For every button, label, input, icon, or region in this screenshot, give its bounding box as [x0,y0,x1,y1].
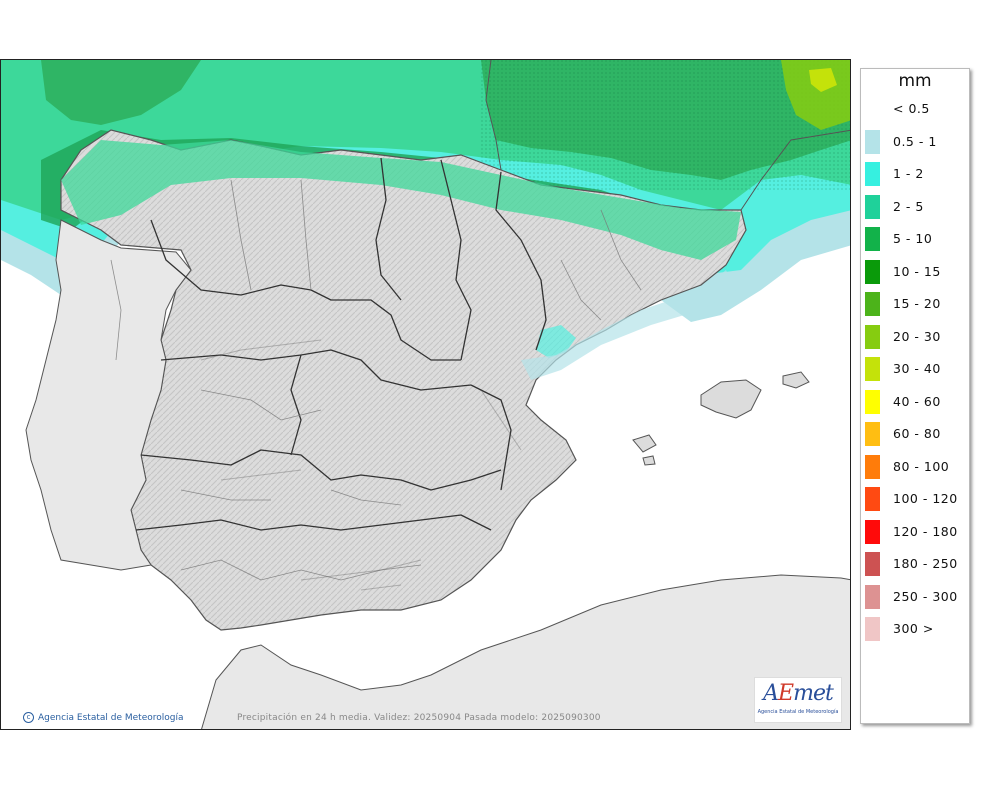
legend-label: 15 - 20 [893,296,941,311]
legend-label: 2 - 5 [893,198,924,214]
legend-item: 0.5 - 1 [865,129,965,154]
north-africa [201,574,850,729]
legend-item: 30 - 40 [865,357,965,381]
legend-label: 5 - 10 [893,231,933,246]
legend-item: 40 - 60 [865,389,965,414]
legend-item: 80 - 100 [865,454,965,479]
legend-swatch [865,324,880,349]
legend-unit: mm [898,71,932,91]
copyright-notice: c Agencia Estatal de Meteorología [23,712,184,723]
legend-label: 120 - 180 [893,523,958,539]
precipitation-legend: mm < 0.5 0.5 - 1 1 - 2 2 - 5 5 - 10 10 - 15 15… [860,68,970,724]
aemet-logo-word: AEmet [763,681,834,706]
legend-swatch [865,454,880,479]
map-canvas [1,60,850,729]
legend-label: 80 - 100 [893,458,950,474]
legend-item: 250 - 300 [865,584,965,609]
aemet-logo-subtitle: Agencia Estatal de Meteorología [757,709,839,715]
legend-label: 1 - 2 [893,166,924,181]
balearic-menorca [782,371,810,389]
legend-label: 10 - 15 [893,263,941,279]
legend-label: 0.5 - 1 [893,133,937,149]
legend-swatch [865,129,880,154]
legend-label: 30 - 40 [893,361,941,376]
legend-swatch [865,584,880,609]
legend-swatch [865,162,880,186]
legend-item: 15 - 20 [865,292,965,316]
legend-label: 300 > [893,621,934,636]
legend-label: < 0.5 [893,101,930,116]
legend-swatch [865,617,880,641]
legend-swatch [865,259,880,284]
legend-label: 250 - 300 [893,588,958,604]
legend-swatch [865,389,880,414]
copyright-icon: c [23,712,34,723]
legend-swatch [865,97,880,121]
legend-swatch [865,292,880,316]
legend-swatch [865,194,880,219]
balearic-ibiza [632,434,657,453]
legend-label: 20 - 30 [893,328,941,344]
legend-item: 5 - 10 [865,227,965,251]
legend-item: 180 - 250 [865,552,965,576]
legend-item: 100 - 120 [865,487,965,511]
legend-item: 300 > [865,617,965,641]
legend-swatch [865,422,880,446]
aemet-logo[interactable]: AEmet Agencia Estatal de Meteorología [754,677,842,723]
map-caption: Precipitación en 24 h media. Validez: 20… [237,713,601,723]
legend-swatch [865,519,880,544]
legend-item: < 0.5 [865,97,965,121]
regional-borders [135,157,547,531]
legend-swatch [865,552,880,576]
legend-item: 120 - 180 [865,519,965,544]
legend-item: 2 - 5 [865,194,965,219]
legend-label: 60 - 80 [893,426,941,441]
legend-swatch [865,487,880,511]
balearic-mallorca [700,379,762,419]
precipitation-map[interactable]: c Agencia Estatal de Meteorología Precip… [0,59,851,730]
legend-label: 180 - 250 [893,556,958,571]
legend-label: 100 - 120 [893,491,958,506]
france [485,60,850,211]
provincial-borders [110,179,642,581]
legend-label: 40 - 60 [893,393,941,409]
legend-item: 60 - 80 [865,422,965,446]
relief-shading [200,339,522,591]
legend-item: 1 - 2 [865,162,965,186]
copyright-text: Agencia Estatal de Meteorología [38,712,184,723]
legend-swatch [865,227,880,251]
legend-swatch [865,357,880,381]
legend-item: 10 - 15 [865,259,965,284]
legend-item: 20 - 30 [865,324,965,349]
